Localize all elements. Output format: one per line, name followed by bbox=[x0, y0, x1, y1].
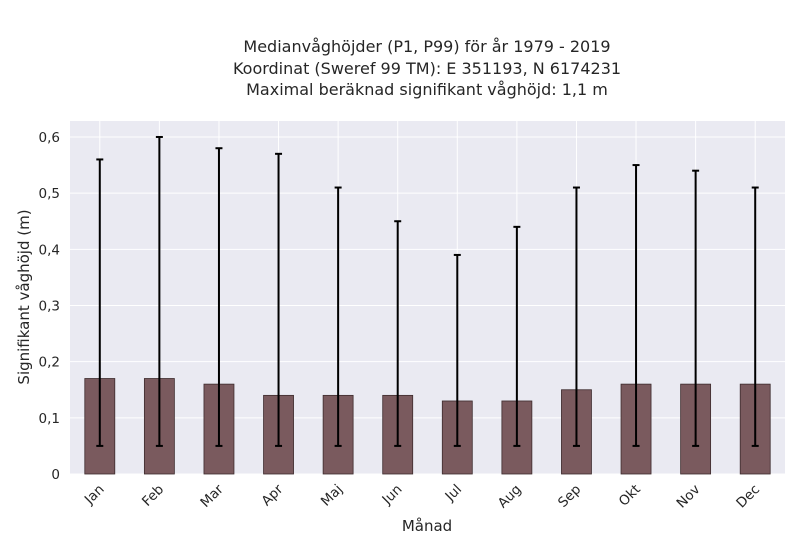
error-bar-feb bbox=[155, 135, 163, 447]
x-tick-label-mar: Mar bbox=[197, 481, 227, 511]
x-tick-label-aug: Aug bbox=[495, 482, 525, 512]
y-tick-label: 0,3 bbox=[39, 298, 60, 314]
y-tick-label: 0,6 bbox=[39, 130, 60, 146]
title-line-2: Koordinat (Sweref 99 TM): E 351193, N 61… bbox=[233, 59, 621, 78]
x-tick-label-feb: Feb bbox=[139, 482, 167, 510]
y-tick-label: 0,5 bbox=[39, 186, 60, 202]
error-bar-okt bbox=[632, 164, 640, 447]
title-line-3: Maximal beräknad signifikant våghöjd: 1,… bbox=[246, 80, 608, 99]
error-bar-apr bbox=[275, 152, 283, 447]
x-tick-label-okt: Okt bbox=[616, 482, 644, 510]
x-axis-label: Månad bbox=[402, 517, 452, 535]
y-tick-label: 0,4 bbox=[39, 242, 60, 258]
error-bar-nov bbox=[692, 169, 700, 447]
x-tick-label-maj: Maj bbox=[318, 482, 346, 510]
error-bar-jun bbox=[394, 220, 402, 447]
x-tick-label-jul: Jul bbox=[442, 482, 466, 506]
plot-area bbox=[70, 121, 785, 474]
y-tick-labels: 0 0,1 0,2 0,3 0,4 0,5 0,6 bbox=[39, 130, 60, 483]
x-tick-label-nov: Nov bbox=[674, 482, 704, 512]
error-bar-sep bbox=[572, 186, 580, 447]
x-tick-label-apr: Apr bbox=[259, 481, 287, 509]
x-tick-labels: Jan Feb Mar Apr Maj Jun Jul Aug Sep Okt Nov Dec bbox=[81, 481, 763, 511]
error-bar-maj bbox=[334, 186, 342, 447]
y-tick-label: 0,1 bbox=[39, 411, 60, 427]
x-tick-label-jan: Jan bbox=[81, 482, 108, 509]
x-tick-label-jun: Jun bbox=[379, 482, 406, 509]
error-bar-mar bbox=[215, 147, 223, 447]
y-axis-label: Signifikant våghöjd (m) bbox=[15, 209, 33, 384]
title-line-1: Medianvåghöjder (P1, P99) för år 1979 - … bbox=[243, 37, 610, 56]
error-bars bbox=[96, 135, 759, 447]
y-tick-label: 0 bbox=[51, 467, 60, 483]
error-bar-jan bbox=[96, 158, 104, 447]
error-bar-aug bbox=[513, 225, 521, 447]
chart-title: Medianvåghöjder (P1, P99) för år 1979 - … bbox=[233, 37, 621, 99]
error-bar-jul bbox=[453, 253, 461, 447]
x-tick-label-dec: Dec bbox=[733, 482, 763, 512]
error-bar-dec bbox=[751, 186, 759, 447]
y-tick-label: 0,2 bbox=[39, 355, 60, 371]
x-tick-label-sep: Sep bbox=[555, 482, 584, 511]
